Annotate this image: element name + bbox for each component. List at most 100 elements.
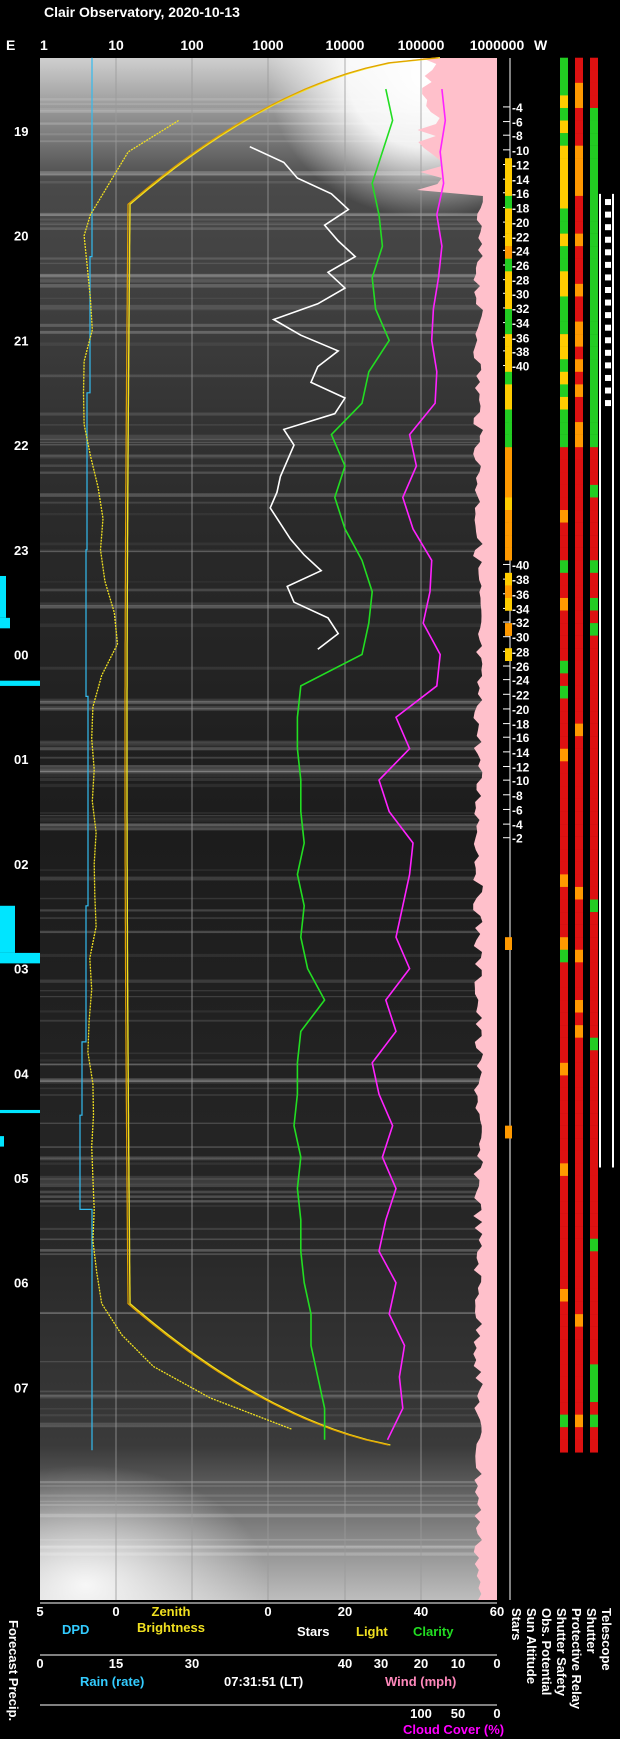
- sun-altitude-label: -40: [512, 360, 530, 374]
- cloud-streak: [40, 756, 497, 759]
- cloud-streak: [40, 756, 497, 758]
- cloud-streak: [40, 1162, 497, 1165]
- cloud-streak: [40, 931, 497, 933]
- status-segment: [505, 510, 512, 523]
- cloud-streak: [40, 1052, 497, 1055]
- sun-altitude-label: -16: [512, 187, 530, 201]
- status-segment: [560, 57, 568, 71]
- status-segment: [590, 107, 598, 121]
- forecast-bar: [0, 680, 40, 686]
- status-segment: [590, 1288, 598, 1302]
- clarity-series-line: [293, 88, 394, 1440]
- cloud-streak: [40, 623, 497, 628]
- top-axis-tick: 10: [108, 37, 124, 53]
- status-columns: [505, 57, 614, 1453]
- sun-altitude-label: -14: [512, 746, 530, 760]
- telescope-mark: [605, 374, 611, 381]
- cloud-streak: [40, 768, 497, 772]
- status-segment: [575, 874, 583, 888]
- status-segment: [575, 497, 583, 511]
- status-segment: [560, 409, 568, 423]
- status-segment: [505, 585, 512, 599]
- status-segment: [590, 1201, 598, 1214]
- status-segment: [575, 82, 583, 96]
- status-segment: [560, 623, 568, 636]
- cloud-streak: [40, 771, 497, 773]
- status-segment: [575, 698, 583, 712]
- status-segment: [560, 447, 568, 460]
- cloud-streak: [40, 1078, 497, 1082]
- status-segment: [575, 723, 583, 737]
- bottom-tick: 20: [414, 1656, 428, 1671]
- status-segment: [590, 949, 598, 963]
- status-segment: [590, 899, 598, 913]
- status-segment: [575, 937, 583, 950]
- status-segment: [560, 861, 568, 875]
- cloud-streak: [40, 1249, 497, 1252]
- status-segment: [590, 1000, 598, 1013]
- status-segment: [590, 1062, 598, 1076]
- status-segment: [590, 1150, 598, 1164]
- status-segment: [575, 610, 583, 624]
- status-segment: [590, 773, 598, 787]
- sun-altitude-label: -10: [512, 774, 530, 788]
- status-segment: [575, 949, 583, 963]
- telescope-mark: [605, 236, 611, 243]
- sun-altitude-label: -6: [512, 803, 523, 817]
- forecast-bar: [0, 1136, 4, 1147]
- status-segment: [560, 1238, 568, 1252]
- status-segment: [590, 145, 598, 159]
- status-segment: [590, 1301, 598, 1315]
- status-segment: [590, 685, 598, 699]
- status-segment: [575, 1439, 583, 1453]
- status-segment: [590, 233, 598, 247]
- status-segment: [560, 698, 568, 712]
- status-segment: [575, 1263, 583, 1277]
- status-segment: [575, 183, 583, 197]
- status-segment: [590, 748, 598, 762]
- status-segment: [575, 886, 583, 900]
- bottom-tick: 20: [338, 1604, 352, 1619]
- cloud-streak: [40, 698, 497, 702]
- status-segment: [560, 635, 568, 649]
- sun-altitude-label: -4: [512, 101, 523, 115]
- status-segment: [560, 786, 568, 800]
- status-segment: [505, 422, 512, 435]
- cloud-streak: [40, 1253, 497, 1256]
- cloud-streak: [40, 454, 497, 457]
- status-segment: [575, 1288, 583, 1302]
- status-segment: [590, 924, 598, 938]
- status-segment: [560, 145, 568, 159]
- sun-altitude-label: -38: [512, 345, 530, 359]
- status-segment: [590, 1427, 598, 1440]
- status-segment: [575, 1175, 583, 1189]
- telescope-mark: [605, 387, 611, 394]
- status-segment: [590, 409, 598, 423]
- hour-label: 19: [14, 124, 28, 139]
- status-segment: [560, 1351, 568, 1365]
- cloud-streak: [40, 98, 497, 101]
- telescope-mark: [605, 349, 611, 356]
- status-segment: [590, 597, 598, 611]
- status-segment: [575, 283, 583, 297]
- status-segment: [575, 208, 583, 222]
- sun-altitude-label: -22: [512, 231, 530, 245]
- status-segment: [560, 1389, 568, 1403]
- cloud-streak: [40, 342, 497, 346]
- cloud-streak: [40, 820, 497, 823]
- status-segment: [590, 296, 598, 310]
- status-segment: [590, 258, 598, 272]
- cloud-streak: [40, 1227, 497, 1230]
- bottom-tick: 30: [185, 1656, 199, 1671]
- status-segment: [590, 1402, 598, 1415]
- status-segment: [575, 987, 583, 1001]
- status-segment: [560, 849, 568, 863]
- status-segment: [560, 648, 568, 662]
- cloud-streak: [40, 822, 497, 827]
- telescope-mark: [605, 400, 611, 407]
- status-segment: [575, 623, 583, 636]
- status-segment: [575, 1339, 583, 1353]
- status-segment: [505, 648, 512, 662]
- status-segment: [505, 158, 512, 172]
- status-segment: [590, 1050, 598, 1064]
